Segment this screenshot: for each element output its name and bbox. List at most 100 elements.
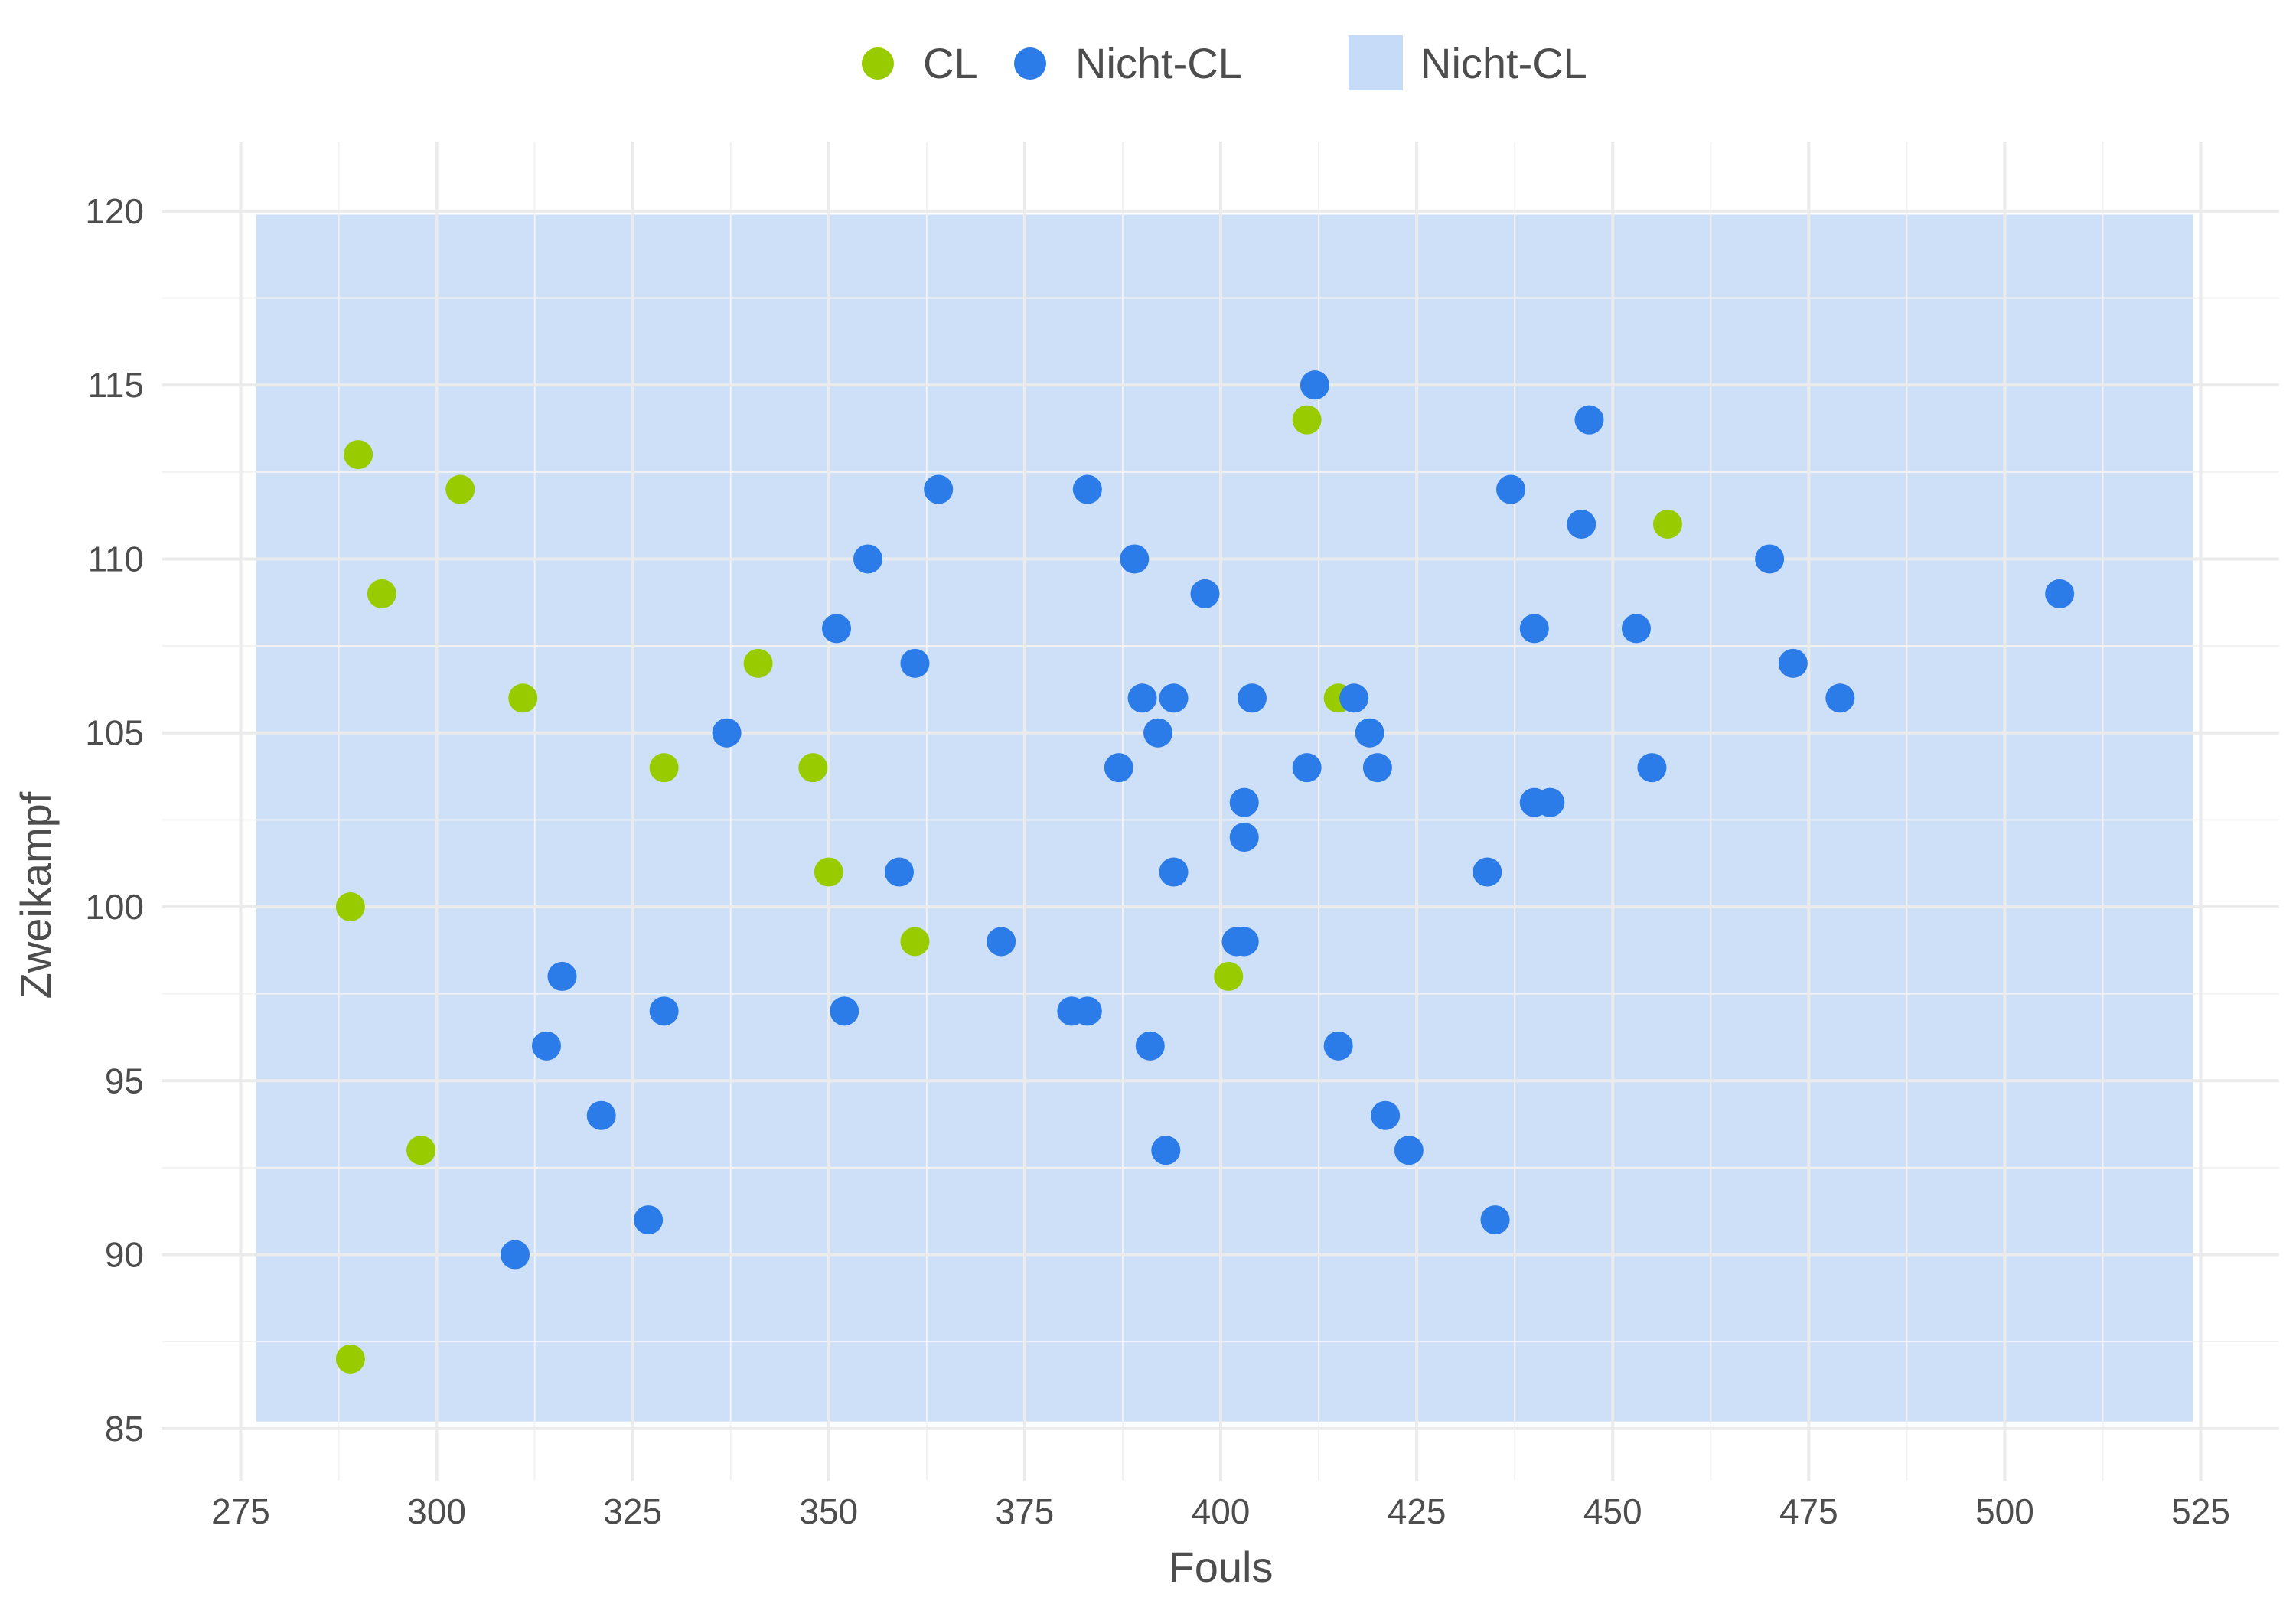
y-tick-label: 110 (88, 539, 144, 579)
x-tick-label: 475 (1779, 1491, 1838, 1531)
nicht-cl-point (987, 927, 1016, 957)
nicht-cl-point (1151, 1136, 1181, 1165)
cl-point (1652, 510, 1682, 539)
nicht-cl-point (1637, 753, 1667, 783)
nicht-cl-point (1825, 683, 1855, 713)
x-tick-label: 350 (799, 1491, 858, 1531)
cl-point (814, 857, 843, 887)
nicht-cl-point (1371, 1100, 1401, 1130)
nicht-cl-point (1519, 614, 1549, 644)
nicht-cl-point (1159, 857, 1189, 887)
nicht-cl-point (1567, 510, 1596, 539)
nicht-cl-point (712, 718, 742, 748)
nicht-cl-point (1143, 718, 1173, 748)
nicht-cl-point (586, 1100, 616, 1130)
nicht-cl-point (1104, 753, 1133, 783)
nicht-cl-point (884, 857, 914, 887)
nicht-cl-region (256, 214, 2193, 1422)
cl-point (367, 579, 396, 608)
nicht-cl-point (1339, 683, 1369, 713)
nicht-cl-point (1135, 1031, 1165, 1061)
nicht-cl-point (1190, 579, 1220, 608)
x-tick-label: 500 (1975, 1491, 2034, 1531)
nicht-cl-point (1300, 370, 1329, 400)
x-tick-label: 450 (1583, 1491, 1642, 1531)
nicht-cl-point (1159, 683, 1189, 713)
nicht-cl-point (1120, 544, 1150, 574)
nicht-cl-point (822, 614, 852, 644)
nicht-cl-point (1574, 405, 1604, 435)
nicht-cl-point (1229, 823, 1259, 852)
cl-point (335, 1344, 365, 1374)
cl-point (649, 753, 679, 783)
y-tick-label: 100 (85, 887, 144, 927)
nicht-cl-point (1229, 927, 1259, 957)
cl-point (445, 474, 475, 504)
nicht-cl-point (900, 648, 930, 678)
nicht-cl-point (1394, 1136, 1424, 1165)
nicht-cl-point (1496, 474, 1526, 504)
y-tick-label: 85 (105, 1409, 144, 1449)
nicht-cl-point (531, 1031, 561, 1061)
legend-key-nicht-cl (1014, 47, 1046, 80)
cl-point (798, 753, 828, 783)
nicht-cl-point (1323, 1031, 1353, 1061)
x-tick-label: 400 (1192, 1491, 1251, 1531)
y-tick-label: 105 (85, 713, 144, 753)
nicht-cl-point (649, 996, 679, 1026)
nicht-cl-point (1072, 996, 1102, 1026)
nicht-cl-point (547, 961, 577, 991)
y-tick-label: 115 (88, 365, 144, 405)
nicht-cl-point (1229, 787, 1259, 817)
nicht-cl-point (924, 474, 954, 504)
cl-point (406, 1136, 436, 1165)
nicht-cl-point (1237, 683, 1267, 713)
nicht-cl-point (1535, 787, 1565, 817)
cl-point (900, 927, 930, 957)
x-tick-label: 425 (1388, 1491, 1446, 1531)
y-axis-title: Zweikampf (11, 791, 60, 999)
legend-label-nicht-cl-area: Nicht-CL (1420, 39, 1587, 87)
x-tick-label: 525 (2171, 1491, 2230, 1531)
legend-key-nicht-cl-area (1349, 35, 1403, 90)
x-tick-label: 300 (407, 1491, 466, 1531)
y-tick-labels: 85 90 95 100 105 110 115 120 (85, 191, 144, 1449)
nicht-cl-point (1778, 648, 1808, 678)
cl-point (1292, 405, 1322, 435)
nicht-cl-point (634, 1205, 664, 1235)
nicht-cl-point (1621, 614, 1651, 644)
legend-label-cl: CL (923, 39, 978, 87)
nicht-cl-point (501, 1240, 530, 1270)
cl-point (743, 648, 773, 678)
x-tick-labels: 275 300 325 350 375 400 425 450 475 500 525 (211, 1491, 2230, 1531)
nicht-cl-point (1362, 753, 1392, 783)
nicht-cl-point (2045, 579, 2075, 608)
legend-key-cl (862, 47, 894, 80)
nicht-cl-point (830, 996, 859, 1026)
y-tick-label: 95 (105, 1061, 144, 1100)
cl-point (335, 892, 365, 921)
y-tick-label: 120 (85, 191, 144, 231)
cl-point (1214, 961, 1244, 991)
nicht-cl-point (1127, 683, 1157, 713)
data-points (335, 370, 2075, 1374)
x-tick-label: 325 (603, 1491, 662, 1531)
y-tick-label: 90 (105, 1235, 144, 1275)
legend: CL Nicht-CL Nicht-CL (862, 35, 1587, 90)
legend-label-nicht-cl: Nicht-CL (1075, 39, 1242, 87)
nicht-cl-point (1755, 544, 1785, 574)
nicht-cl-region-layer (256, 214, 2193, 1422)
x-tick-label: 375 (996, 1491, 1055, 1531)
nicht-cl-point (853, 544, 882, 574)
nicht-cl-point (1480, 1205, 1510, 1235)
nicht-cl-point (1292, 753, 1322, 783)
cl-point (508, 683, 538, 713)
cl-point (344, 440, 373, 470)
x-tick-label: 275 (211, 1491, 270, 1531)
nicht-cl-point (1355, 718, 1384, 748)
x-axis-title: Fouls (1169, 1543, 1274, 1591)
grid-lines (162, 142, 2279, 1481)
nicht-cl-point (1072, 474, 1102, 504)
nicht-cl-point (1473, 857, 1502, 887)
